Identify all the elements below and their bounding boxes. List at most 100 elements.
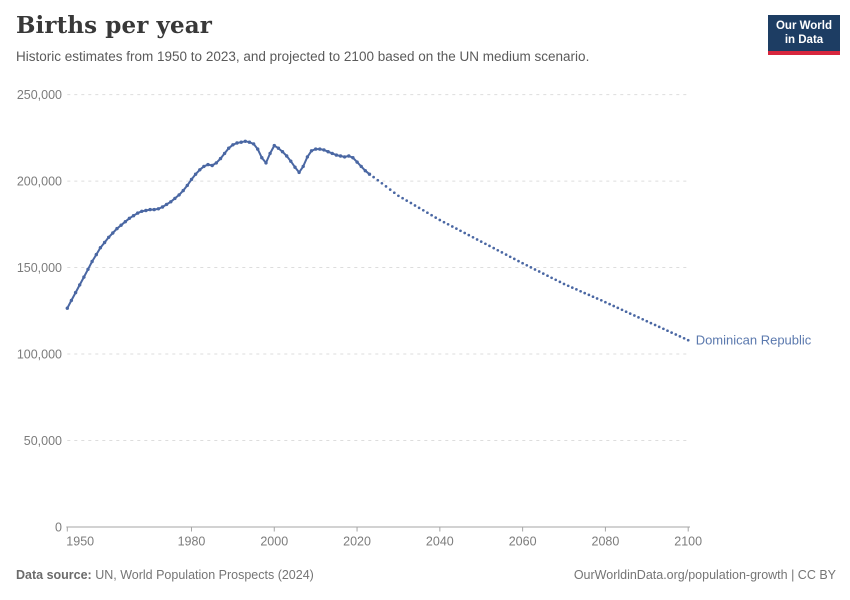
series-dot-projection[interactable]	[541, 272, 545, 275]
series-line-historic[interactable]	[66, 140, 371, 309]
series-dot-projection[interactable]	[479, 240, 483, 243]
entity-label[interactable]: Dominican Republic	[696, 333, 812, 348]
series-point[interactable]	[193, 172, 198, 176]
series-dot-projection[interactable]	[620, 308, 624, 312]
series-dot-projection[interactable]	[488, 244, 491, 248]
owid-citation-link[interactable]: OurWorldinData.org/population-growth | C…	[573, 568, 836, 582]
series-point[interactable]	[359, 164, 363, 169]
series-dot-projection[interactable]	[591, 295, 595, 299]
series-point[interactable]	[231, 143, 235, 147]
series-dot-projection[interactable]	[604, 300, 607, 304]
series-dot-projection[interactable]	[467, 233, 471, 237]
series-dot-projection[interactable]	[641, 317, 645, 321]
series-point[interactable]	[102, 240, 107, 245]
series-point[interactable]	[86, 267, 90, 271]
series-point[interactable]	[264, 161, 268, 165]
series-point[interactable]	[309, 149, 314, 153]
series-dot-projection[interactable]	[500, 251, 504, 254]
series-point[interactable]	[152, 207, 156, 212]
series-dot-projection[interactable]	[512, 257, 516, 261]
series-dot-projection[interactable]	[384, 185, 388, 188]
series-point[interactable]	[314, 147, 318, 151]
series-dot-projection[interactable]	[446, 222, 450, 226]
series-dot-projection[interactable]	[616, 306, 620, 310]
series-dot-projection[interactable]	[463, 231, 467, 235]
series-point[interactable]	[136, 211, 140, 215]
series-point[interactable]	[272, 143, 276, 148]
series-dot-projection[interactable]	[471, 235, 475, 239]
series-dot-projection[interactable]	[546, 274, 549, 278]
series-point[interactable]	[330, 151, 334, 156]
series-point[interactable]	[334, 153, 339, 157]
series-point[interactable]	[173, 196, 177, 201]
series-dot-projection[interactable]	[475, 238, 479, 241]
series-point[interactable]	[78, 283, 82, 287]
series-dot-projection[interactable]	[599, 298, 603, 302]
series-dot-projection[interactable]	[566, 284, 570, 288]
series-point[interactable]	[239, 140, 243, 144]
series-point[interactable]	[256, 147, 260, 151]
series-point[interactable]	[363, 169, 367, 173]
series-dot-projection[interactable]	[397, 194, 400, 198]
series-point[interactable]	[218, 156, 223, 161]
series-point[interactable]	[222, 151, 227, 156]
series-dot-projection[interactable]	[633, 314, 636, 317]
series-point[interactable]	[127, 216, 132, 220]
owid-logo[interactable]: Our World in Data	[768, 15, 840, 55]
series-point[interactable]	[338, 154, 343, 158]
series-dot-projection[interactable]	[442, 220, 446, 224]
series-dot-projection[interactable]	[645, 319, 649, 323]
series-point[interactable]	[181, 188, 185, 193]
series-dot-projection[interactable]	[413, 204, 417, 207]
series-dot-projection[interactable]	[653, 323, 657, 327]
series-point[interactable]	[69, 298, 74, 303]
series-point[interactable]	[214, 161, 218, 165]
series-point[interactable]	[301, 164, 305, 169]
series-dot-projection[interactable]	[537, 270, 541, 273]
series-dot-projection[interactable]	[579, 289, 582, 293]
series-point[interactable]	[297, 170, 301, 175]
series-point[interactable]	[160, 205, 165, 209]
series-dot-projection[interactable]	[533, 268, 537, 271]
series-dot-projection[interactable]	[388, 188, 392, 191]
series-dot-projection[interactable]	[583, 291, 587, 295]
series-point[interactable]	[326, 150, 330, 154]
series-point[interactable]	[289, 159, 293, 163]
series-point[interactable]	[227, 146, 231, 150]
series-point[interactable]	[280, 150, 285, 154]
series-dot-projection[interactable]	[624, 310, 628, 314]
series-dot-projection[interactable]	[612, 304, 616, 308]
series-dot-projection[interactable]	[517, 259, 520, 263]
series-dot-projection[interactable]	[525, 263, 529, 267]
series-dot-projection[interactable]	[484, 242, 487, 246]
series-point[interactable]	[243, 139, 247, 143]
series-dot-projection[interactable]	[376, 178, 380, 182]
series-point[interactable]	[148, 207, 152, 212]
series-dot-projection[interactable]	[575, 288, 578, 291]
series-point[interactable]	[198, 168, 202, 172]
series-dot-projection[interactable]	[438, 218, 442, 222]
series-dot-projection[interactable]	[678, 335, 682, 338]
series-dot-projection[interactable]	[421, 208, 425, 212]
series-point[interactable]	[111, 231, 115, 235]
series-dot-projection[interactable]	[670, 331, 673, 334]
series-point[interactable]	[276, 146, 281, 150]
series-dot-projection[interactable]	[434, 216, 438, 219]
series-point[interactable]	[144, 208, 148, 213]
series-point[interactable]	[156, 207, 161, 211]
series-point[interactable]	[202, 164, 206, 169]
series-point[interactable]	[107, 235, 111, 239]
series-point[interactable]	[65, 306, 70, 310]
series-dot-projection[interactable]	[662, 327, 665, 331]
series-point[interactable]	[247, 140, 252, 144]
series-point[interactable]	[90, 259, 94, 264]
series-point[interactable]	[351, 156, 355, 160]
series-dot-projection[interactable]	[649, 321, 653, 325]
series-dot-projection[interactable]	[459, 229, 462, 233]
series-point[interactable]	[115, 226, 119, 231]
series-point[interactable]	[73, 290, 78, 295]
series-point[interactable]	[131, 214, 136, 218]
series-dot-projection[interactable]	[686, 338, 690, 342]
series-point[interactable]	[318, 147, 322, 151]
series-point[interactable]	[367, 172, 372, 176]
